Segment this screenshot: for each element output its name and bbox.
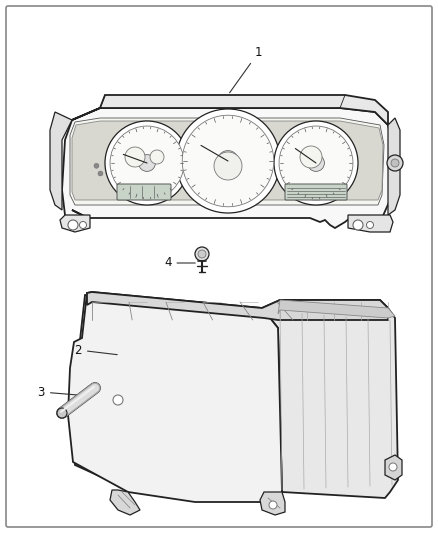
- Circle shape: [353, 220, 363, 230]
- Circle shape: [113, 395, 123, 405]
- Circle shape: [391, 159, 399, 167]
- Circle shape: [176, 109, 280, 213]
- Circle shape: [214, 152, 242, 180]
- Circle shape: [94, 163, 99, 168]
- Polygon shape: [278, 300, 395, 318]
- Circle shape: [110, 126, 184, 200]
- Circle shape: [195, 247, 209, 261]
- Text: 3: 3: [38, 385, 87, 399]
- Polygon shape: [72, 95, 388, 125]
- Polygon shape: [70, 295, 280, 500]
- Polygon shape: [62, 108, 392, 228]
- Polygon shape: [110, 490, 140, 515]
- Circle shape: [138, 155, 155, 172]
- Polygon shape: [60, 215, 90, 232]
- Circle shape: [198, 250, 206, 258]
- Circle shape: [218, 151, 238, 172]
- Text: 2: 2: [74, 343, 117, 357]
- Circle shape: [182, 115, 274, 207]
- FancyBboxPatch shape: [285, 184, 347, 200]
- Circle shape: [367, 222, 374, 229]
- Circle shape: [389, 463, 397, 471]
- Polygon shape: [70, 118, 384, 205]
- Circle shape: [300, 146, 322, 168]
- Circle shape: [387, 155, 403, 171]
- Polygon shape: [348, 215, 393, 232]
- Circle shape: [80, 222, 86, 229]
- Polygon shape: [388, 118, 400, 215]
- Circle shape: [57, 408, 67, 418]
- Circle shape: [98, 171, 103, 176]
- Polygon shape: [385, 455, 402, 480]
- FancyBboxPatch shape: [117, 184, 171, 200]
- Circle shape: [68, 220, 78, 230]
- Polygon shape: [68, 292, 282, 502]
- Polygon shape: [72, 121, 383, 200]
- Text: 4: 4: [164, 256, 195, 270]
- Polygon shape: [50, 112, 72, 210]
- Circle shape: [279, 126, 353, 200]
- Circle shape: [274, 121, 358, 205]
- Circle shape: [307, 155, 325, 172]
- Circle shape: [269, 501, 277, 509]
- Circle shape: [125, 147, 145, 167]
- Polygon shape: [260, 492, 285, 515]
- Polygon shape: [87, 292, 388, 320]
- Circle shape: [105, 121, 189, 205]
- Circle shape: [150, 150, 164, 164]
- Text: 1: 1: [230, 45, 262, 93]
- Polygon shape: [262, 300, 398, 498]
